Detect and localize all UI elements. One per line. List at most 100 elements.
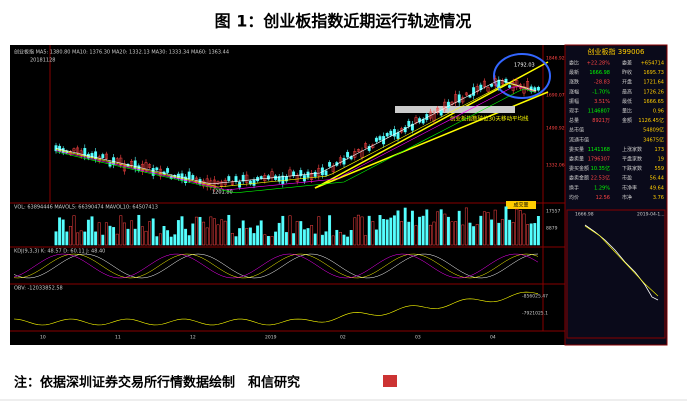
candle-body — [392, 129, 396, 137]
candle-body — [187, 171, 191, 180]
panel-cell: 3.76 — [653, 195, 664, 201]
volume-bar — [425, 209, 429, 246]
marker-bar — [395, 106, 515, 113]
moving-average — [55, 79, 537, 185]
panel-cell: 12.56 — [596, 195, 610, 201]
candle-body — [536, 86, 540, 91]
candle-body — [374, 137, 378, 142]
candle-body — [133, 160, 137, 169]
panel-cell: 0.96 — [653, 109, 664, 115]
candle-body — [378, 136, 382, 141]
volume-bar — [256, 225, 260, 246]
panel-cell: 173 — [654, 147, 664, 153]
candle-body — [385, 133, 389, 137]
volume-bar — [230, 233, 234, 246]
panel-cell: -28.83 — [594, 80, 610, 86]
candle-body — [367, 146, 371, 151]
candle-body — [252, 179, 256, 186]
volume-bar — [198, 216, 202, 246]
volume-bar — [389, 217, 393, 246]
volume-bar — [356, 214, 360, 246]
candle-body — [497, 79, 501, 88]
candle-body — [414, 117, 418, 123]
screenshot — [10, 45, 667, 345]
panel-cell: 涨幅 — [569, 88, 579, 95]
volume-bar — [220, 219, 224, 246]
volume-bar — [320, 234, 324, 246]
volume-bar — [180, 216, 184, 246]
panel-cell: 流通市值 — [569, 136, 589, 143]
x-label: 11 — [115, 335, 121, 341]
candle-body — [317, 168, 321, 177]
candle-body — [360, 150, 364, 158]
candle-body — [306, 171, 310, 178]
candle-body — [443, 101, 447, 110]
volume-bar — [364, 235, 368, 246]
volume-bar — [176, 220, 180, 246]
volume-bar — [216, 224, 220, 246]
annotation: 创业板指数破位30天移动平均线 — [450, 115, 529, 123]
volume-bar — [234, 236, 238, 246]
candle-body — [522, 86, 526, 94]
candle-body — [72, 148, 76, 152]
volume-bar — [281, 215, 285, 246]
panel-cell: 22.53亿 — [591, 175, 610, 182]
volume-bar — [385, 219, 389, 246]
volume-bar — [97, 222, 101, 246]
volume-bar — [349, 230, 353, 246]
volume-bar — [58, 217, 62, 246]
figure-title: 图 1：创业板指数近期运行轨迹情况 — [215, 12, 472, 31]
candle-body — [191, 175, 195, 180]
volume-bar — [342, 234, 346, 246]
volume-bar — [288, 215, 292, 246]
candle-body — [248, 180, 252, 185]
volume-bar — [407, 221, 411, 246]
candle-body — [79, 150, 83, 157]
volume-bar — [306, 228, 310, 246]
candle-body — [389, 130, 393, 136]
intraday-date: 2019-04-1... — [637, 212, 665, 218]
candle-body — [436, 107, 440, 113]
logo — [383, 375, 397, 387]
volume-bar — [526, 224, 530, 246]
panel-cell: 1.29% — [594, 185, 610, 191]
volume-bar — [522, 213, 526, 246]
candle-body — [410, 123, 414, 131]
volume-axis-label: 8879 — [546, 226, 558, 232]
volume-bar — [158, 233, 162, 246]
volume-bar — [274, 231, 278, 246]
volume-bar — [61, 219, 65, 246]
candle-body — [338, 157, 342, 164]
candle-body — [220, 181, 224, 187]
volume-bar — [119, 215, 123, 246]
candle-body — [490, 84, 494, 87]
volume-bar — [371, 221, 375, 246]
candle-body — [464, 92, 468, 96]
volume-bar — [130, 220, 134, 246]
volume-bar — [436, 211, 440, 246]
candle-body — [461, 97, 465, 103]
candle-body — [227, 176, 231, 181]
volume-bar — [508, 219, 512, 246]
panel-cell: 1141168 — [588, 147, 610, 153]
volume-bar — [382, 218, 386, 246]
panel-cell: 总量 — [569, 117, 579, 124]
moving-average — [55, 88, 537, 194]
panel-cell: 1666.65 — [643, 99, 664, 105]
date: 20181128 — [30, 58, 55, 64]
volume-bar — [331, 235, 335, 246]
volume-bar — [475, 224, 479, 246]
volume-bar — [367, 215, 371, 246]
candle-body — [493, 78, 497, 86]
panel-cell: 3.51% — [594, 99, 610, 105]
volume-bar — [137, 214, 141, 246]
obv-line — [13, 291, 539, 326]
candle-body — [328, 162, 332, 167]
panel-cell: 559 — [654, 166, 664, 172]
low-label: 1201.80 — [212, 190, 233, 196]
volume-bar — [94, 231, 98, 246]
volume-bar — [533, 223, 537, 246]
volume-bar — [302, 229, 306, 246]
volume-label: VOL: 63894446 MAVOL5: 66390474 MAVOL10: … — [14, 205, 158, 211]
panel-cell: 委卖量 — [569, 156, 584, 163]
